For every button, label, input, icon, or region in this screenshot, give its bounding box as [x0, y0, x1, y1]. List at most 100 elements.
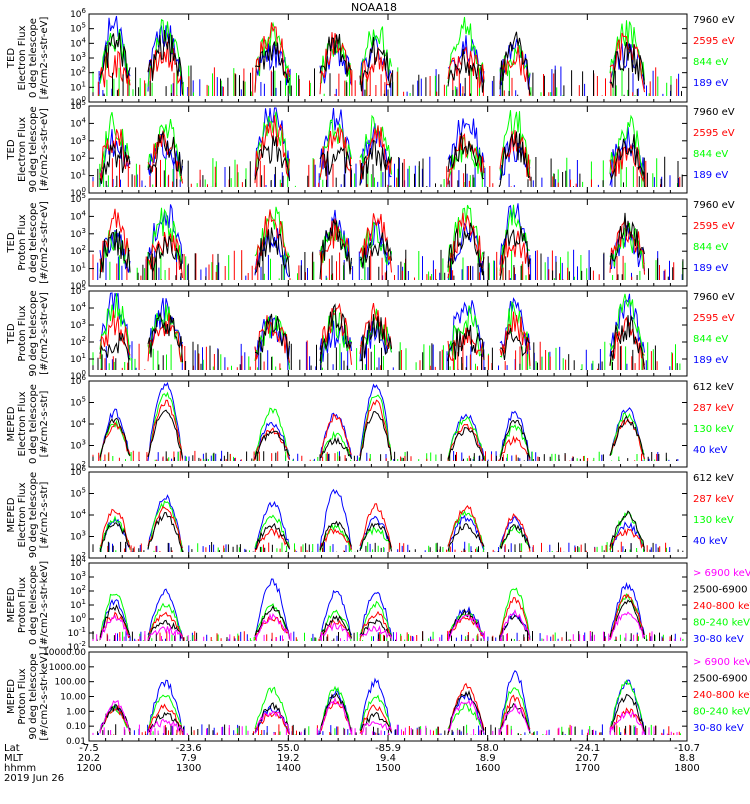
y-axis-label-line: [#/cm2-s-str-eV] — [39, 108, 50, 191]
series-trace-2 — [99, 110, 678, 187]
panel-6: 102 103 104 105 106 MEPED Electron Flux 90 deg … — [6, 465, 734, 564]
y-tick-label: 102 — [70, 460, 86, 473]
x-axis-value: 20.2 — [78, 753, 100, 764]
y-axis-label-line: MEPED — [6, 406, 17, 441]
y-tick-label: 103 — [70, 134, 86, 147]
legend-entry: 2595 eV — [693, 36, 735, 47]
y-tick-label: 10-2 — [68, 640, 86, 653]
y-axis-label-line: [#/cm2-s-str-eV] — [39, 17, 50, 100]
y-tick-label: 104 — [70, 301, 86, 314]
y-tick-label: 102 — [70, 244, 86, 257]
y-axis-label-line: MEPED — [6, 587, 17, 622]
y-axis-label-line: [#/cm2-s-str-eV] — [39, 201, 50, 284]
x-axis-row-label: MLT — [4, 753, 24, 764]
y-tick-label: 103 — [70, 318, 86, 331]
legend-entry: 7960 eV — [693, 107, 735, 118]
legend-entry: 80-240 keV — [693, 707, 750, 718]
panel-8: 0.01 0.10 1.00 10.00 100.00 1000.00 10000.00 ME… — [6, 648, 750, 747]
legend-entry: 189 eV — [693, 78, 728, 89]
y-tick-label: 1000.00 — [49, 663, 86, 673]
panel-5: 102 103 104 105 106 MEPED Electron Flux 0 deg t… — [6, 374, 734, 473]
legend-entry: 189 eV — [693, 263, 728, 274]
y-tick-label: 0.01 — [66, 737, 86, 747]
y-axis-label-line: 0 deg telescope — [28, 565, 39, 645]
legend-entry: 240-800 keV — [693, 601, 750, 612]
y-tick-label: 100 — [70, 612, 86, 625]
x-axis-value: -23.6 — [176, 743, 202, 754]
y-axis-label-line: 90 deg telescope — [28, 106, 39, 192]
y-tick-label: 101 — [70, 598, 86, 611]
legend-entry: 30-80 keV — [693, 723, 744, 734]
y-tick-label: 103 — [70, 51, 86, 64]
legend-entry: 189 eV — [693, 170, 728, 181]
series-trace-4 — [92, 510, 684, 552]
legend-entry: 2595 eV — [693, 128, 735, 139]
y-axis-label-line: Proton Flux — [17, 214, 28, 270]
x-axis-value: 7.9 — [181, 753, 197, 764]
x-axis-value: -24.1 — [574, 743, 600, 754]
y-axis-label-line: 90 deg telescope — [28, 653, 39, 739]
x-axis-value: 1600 — [475, 763, 500, 774]
legend-entry: 2595 eV — [693, 313, 735, 324]
y-axis-label-line: [#/cm2-s-str-eV] — [39, 292, 50, 375]
y-tick-label: 102 — [70, 584, 86, 597]
y-axis-label-line: 0 deg telescope — [28, 384, 39, 464]
series-trace-1 — [99, 381, 679, 461]
legend-entry: 7960 eV — [693, 292, 735, 303]
series-trace-4 — [97, 689, 671, 735]
panel-frame — [88, 198, 688, 287]
y-axis-label-line: 90 deg telescope — [28, 290, 39, 376]
y-axis-label-line: Proton Flux — [17, 577, 28, 633]
y-axis-label-line: Electron Flux — [17, 25, 28, 90]
y-tick-label: 100 — [70, 95, 86, 108]
y-tick-label: 103 — [70, 530, 86, 543]
y-axis-label-line: Proton Flux — [17, 668, 28, 724]
y-tick-label: 105 — [70, 99, 86, 112]
legend-entry: 40 keV — [693, 536, 727, 547]
x-axis-value: 9.4 — [380, 753, 396, 764]
legend-entry: 287 keV — [693, 403, 734, 414]
x-axis-value: 1500 — [375, 763, 400, 774]
legend-entry: 7960 eV — [693, 200, 735, 211]
series-trace-4 — [97, 130, 683, 187]
y-axis-label-line: Electron Flux — [17, 482, 28, 547]
panel-2: 100 101 102 103 104 105 TED Electron Flux 90 deg… — [6, 99, 735, 199]
legend-entry: 844 eV — [693, 242, 728, 253]
y-axis-label-line: [#/cm2-s-str-keV] — [39, 561, 50, 649]
y-tick-label: 105 — [70, 396, 86, 409]
y-tick-label: 104 — [70, 417, 86, 430]
legend-entry: 40 keV — [693, 445, 727, 456]
y-axis-label-line: TED — [6, 323, 17, 344]
y-tick-label: 100 — [70, 369, 86, 382]
series-trace-4 — [92, 303, 678, 370]
x-axis-value: 8.9 — [480, 753, 496, 764]
legend-entry: 844 eV — [693, 334, 728, 345]
y-tick-label: 103 — [70, 439, 86, 452]
series-trace-4 — [99, 212, 684, 281]
series-trace-4 — [92, 409, 677, 461]
series-trace-3 — [92, 399, 658, 461]
y-axis-label-line: Proton Flux — [17, 305, 28, 361]
y-tick-label: 104 — [70, 556, 86, 569]
x-axis-value: 1700 — [575, 763, 600, 774]
y-tick-label: 10.00 — [60, 693, 86, 703]
y-tick-label: 104 — [70, 209, 86, 222]
panel-4: 100 101 102 103 104 105 TED Proton Flux 90 deg t… — [6, 284, 735, 382]
y-tick-label: 103 — [70, 570, 86, 583]
y-axis-label-line: [#/cm2-s-str] — [39, 481, 50, 548]
x-axis-value: 1800 — [674, 763, 699, 774]
y-axis-label-line: TED — [6, 139, 17, 160]
y-tick-label: 0.10 — [66, 722, 86, 732]
y-tick-label: 105 — [70, 284, 86, 297]
y-tick-label: 10-1 — [68, 626, 86, 639]
x-axis-value: 20.7 — [576, 753, 598, 764]
series-trace-4 — [92, 29, 682, 96]
legend-entry: 2500-6900 — [693, 585, 748, 596]
y-axis-label-line: 0 deg telescope — [28, 203, 39, 283]
y-tick-label: 102 — [70, 335, 86, 348]
legend-entry: 2500-6900 — [693, 674, 748, 685]
y-tick-label: 100 — [70, 279, 86, 292]
x-axis-value: 1200 — [76, 763, 101, 774]
legend-entry: 2595 eV — [693, 221, 735, 232]
